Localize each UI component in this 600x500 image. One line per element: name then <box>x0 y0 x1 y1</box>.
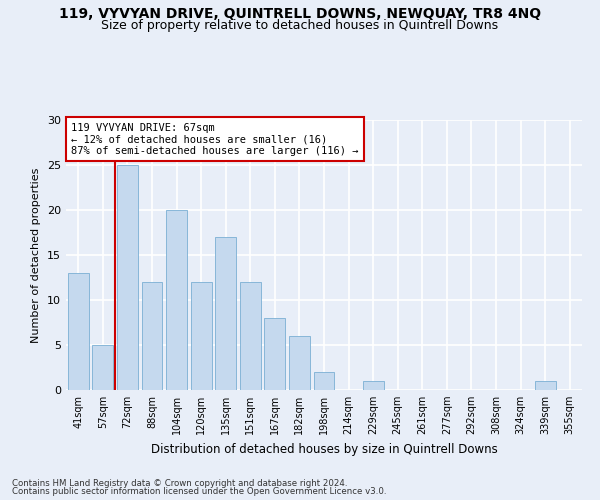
Text: Contains public sector information licensed under the Open Government Licence v3: Contains public sector information licen… <box>12 487 386 496</box>
Text: 119, VYVYAN DRIVE, QUINTRELL DOWNS, NEWQUAY, TR8 4NQ: 119, VYVYAN DRIVE, QUINTRELL DOWNS, NEWQ… <box>59 8 541 22</box>
Bar <box>535 381 556 390</box>
Bar <box>191 282 212 390</box>
Bar <box>289 336 310 390</box>
Bar <box>314 372 334 390</box>
X-axis label: Distribution of detached houses by size in Quintrell Downs: Distribution of detached houses by size … <box>151 442 497 456</box>
Bar <box>265 318 286 390</box>
Bar <box>215 237 236 390</box>
Y-axis label: Number of detached properties: Number of detached properties <box>31 168 41 342</box>
Bar <box>362 381 383 390</box>
Bar <box>92 345 113 390</box>
Bar <box>166 210 187 390</box>
Bar <box>68 273 89 390</box>
Text: Contains HM Land Registry data © Crown copyright and database right 2024.: Contains HM Land Registry data © Crown c… <box>12 478 347 488</box>
Text: 119 VYVYAN DRIVE: 67sqm
← 12% of detached houses are smaller (16)
87% of semi-de: 119 VYVYAN DRIVE: 67sqm ← 12% of detache… <box>71 122 359 156</box>
Bar <box>240 282 261 390</box>
Text: Size of property relative to detached houses in Quintrell Downs: Size of property relative to detached ho… <box>101 18 499 32</box>
Bar <box>117 165 138 390</box>
Bar <box>142 282 163 390</box>
